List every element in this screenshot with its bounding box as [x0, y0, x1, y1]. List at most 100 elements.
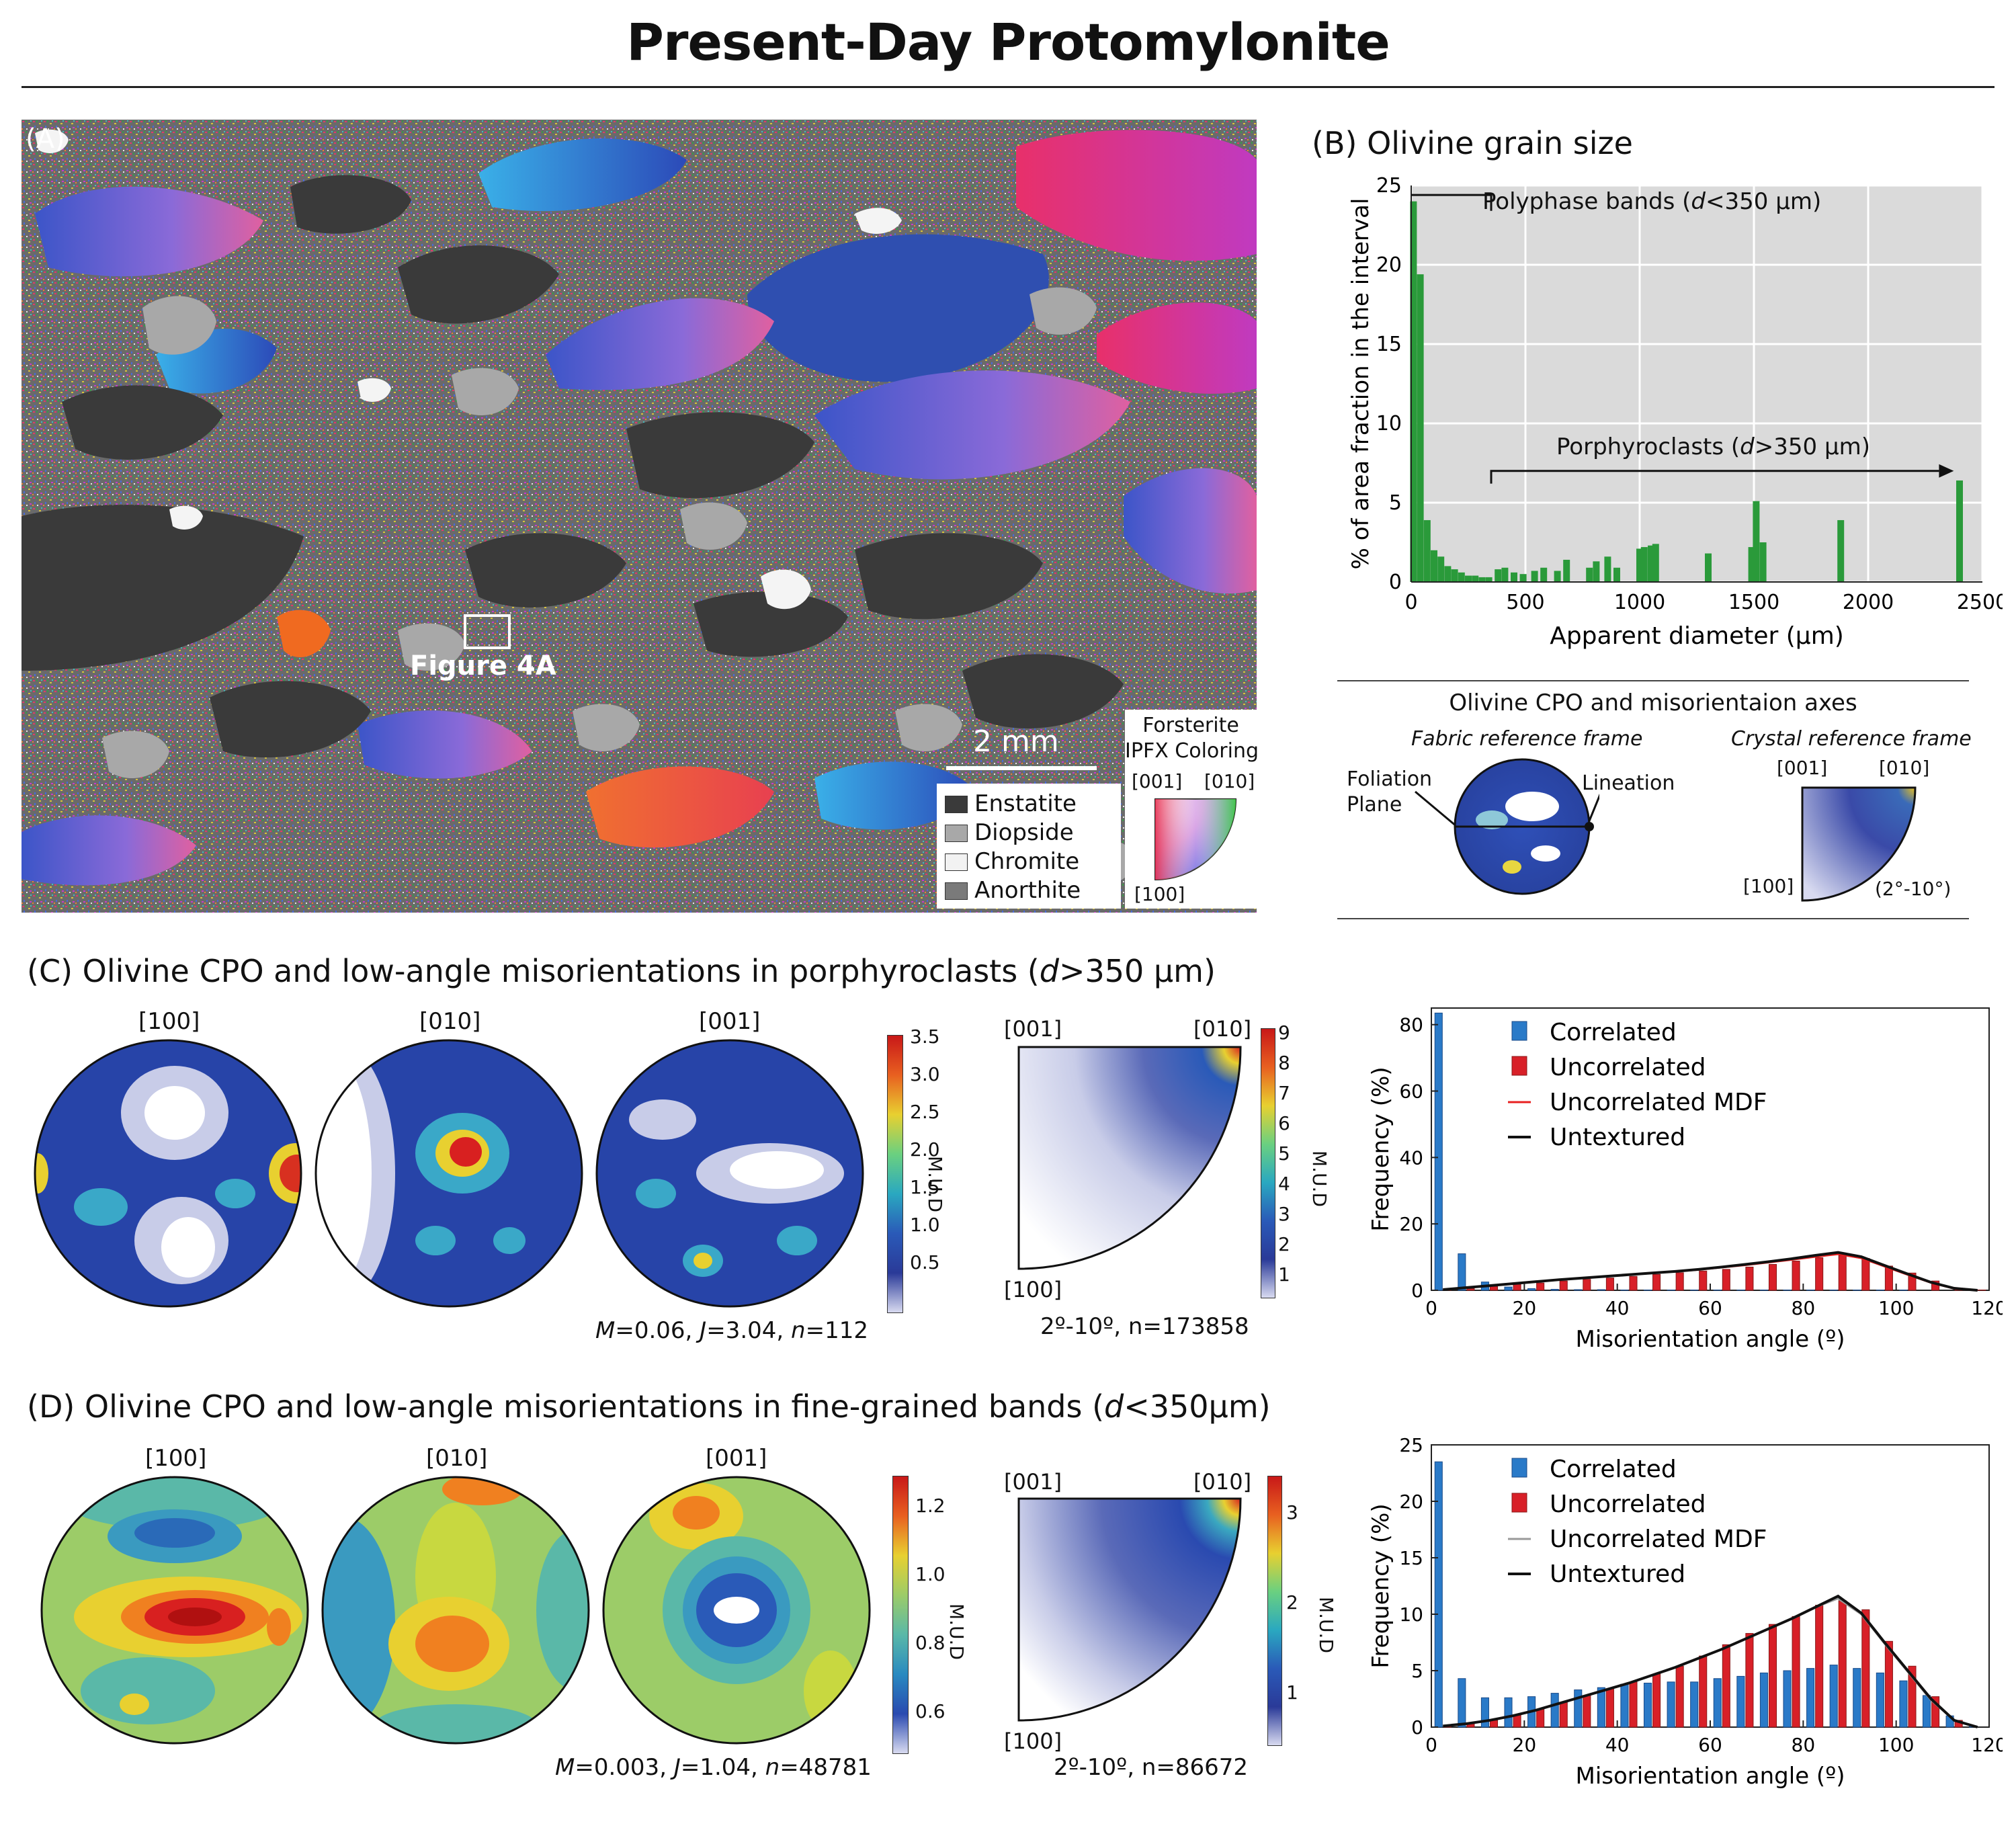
uncorrelated-bar [1675, 1272, 1684, 1291]
grain-size-bar [1554, 571, 1561, 582]
untextured-line [1443, 1594, 1978, 1728]
porphyroclast-bracket [1490, 470, 1939, 484]
grain-size-bar [1586, 567, 1593, 582]
y-tick-label: 0 [1411, 1280, 1423, 1302]
c-pole-figure-100 [34, 1039, 302, 1308]
grain-size-bar [1563, 559, 1570, 582]
y-tick-label: 15 [1399, 1547, 1423, 1569]
phase-swatch [945, 882, 968, 900]
correlated-bar [1783, 1670, 1792, 1728]
grain-size-bar [1837, 519, 1845, 582]
c-ipf-cbar-tick: 3 [1278, 1203, 1290, 1225]
uncorrelated-bar [1536, 1282, 1545, 1291]
porphyroclast-annotation: Porphyroclasts (d>350 µm) [1556, 433, 1870, 460]
x-tick-label: 2000 [1843, 591, 1894, 614]
grain-size-bar [1437, 556, 1445, 582]
d-ipf-label-001: [001] [1004, 1469, 1062, 1495]
grain-size-bar [1604, 556, 1611, 582]
y-axis-label: % of area fraction in the interval [1347, 198, 1374, 570]
uncorrelated-bar [1629, 1276, 1638, 1291]
figure-4a-box [464, 614, 511, 649]
x-tick-label: 1000 [1614, 591, 1665, 614]
phase-swatch [945, 853, 968, 871]
d-ipf-cbar-tick: 1 [1286, 1681, 1298, 1704]
uncorrelated-bar [1489, 1286, 1499, 1291]
c-ipf-cbar-tick: 4 [1278, 1173, 1290, 1195]
ipf-color-key: Forsterite IPFX Coloring [001] [010] [10… [1125, 710, 1259, 909]
grain-size-bar [1444, 566, 1452, 582]
correlated-bar [1806, 1668, 1815, 1728]
misorientation-chart-d: 0 20 40 60 80 100 120 0 5 10 15 20 25 Misorientation … [1368, 1435, 2003, 1790]
inset-rule-top [1337, 680, 1969, 681]
uncorrelated-bar [1699, 1655, 1708, 1728]
y-tick-label: 60 [1399, 1081, 1423, 1103]
correlated-bar [1713, 1678, 1722, 1728]
legend-label: Untextured [1550, 1124, 1685, 1151]
x-tick-label: 0 [1404, 591, 1417, 614]
x-tick-label: 20 [1513, 1297, 1537, 1319]
legend-swatch-uncorrelated [1511, 1056, 1527, 1076]
uncorrelated-bar [1559, 1702, 1568, 1728]
uncorrelated-bar [1652, 1273, 1661, 1291]
correlated-bar [1434, 1012, 1443, 1291]
plot-background [1411, 185, 1982, 582]
correlated-bar [1759, 1672, 1768, 1728]
d-ipf-label-010: [010] [1193, 1469, 1252, 1495]
y-tick-label: 10 [1399, 1603, 1423, 1626]
correlated-bar [1922, 1695, 1931, 1728]
uncorrelated-bar [1884, 1640, 1893, 1728]
y-tick-label: 40 [1399, 1146, 1423, 1169]
plot-frame [1431, 1444, 1990, 1728]
d-ipf-cbar-tick: 3 [1286, 1501, 1298, 1523]
d-pole-figure-010 [321, 1476, 590, 1745]
c-cbar-tick: 2.0 [910, 1138, 940, 1161]
y-tick-label: 10 [1376, 412, 1402, 435]
x-tick-label: 1500 [1728, 591, 1779, 614]
grain-size-bar [1417, 274, 1424, 582]
uncorrelated-bar [1861, 1258, 1870, 1291]
inset-crystal-010: [010] [1879, 757, 1930, 779]
uncorrelated-bar [1838, 1255, 1847, 1291]
c-ipf-label-010: [010] [1193, 1016, 1252, 1042]
y-tick-label: 20 [1399, 1491, 1423, 1513]
y-tick-label: 15 [1376, 333, 1402, 356]
d-ipf-cbar-tick: 2 [1286, 1591, 1298, 1614]
legend-label: Uncorrelated MDF [1550, 1526, 1767, 1553]
d-cbar-tick: 0.6 [915, 1700, 946, 1722]
c-cbar-tick: 1.5 [910, 1176, 940, 1198]
correlated-bar [1667, 1681, 1675, 1728]
uncorrelated-bar [1745, 1633, 1754, 1728]
c-ipf-label-001: [001] [1004, 1016, 1062, 1042]
uncorrelated-bar [1559, 1280, 1568, 1291]
ipf-key-title-2: IPFX Coloring [1125, 739, 1259, 763]
uncorrelated-bar [1513, 1284, 1521, 1291]
x-tick-label: 120 [1971, 1734, 2003, 1756]
polyphase-annotation: Polyphase bands (d<350 µm) [1482, 188, 1822, 215]
panel-a-label: (A) [26, 124, 65, 155]
uncorrelated-bar [1908, 1665, 1917, 1728]
phase-legend-item: Enstatite [945, 790, 1120, 817]
uncorrelated-bar [1815, 1257, 1824, 1291]
y-tick-label: 25 [1376, 174, 1402, 198]
d-pole-label-001: [001] [706, 1445, 767, 1472]
inset-title: Olivine CPO and misorientaion axes [1449, 690, 1857, 716]
y-axis-label: Frequency (%) [1368, 1067, 1394, 1231]
y-tick-label: 5 [1389, 491, 1402, 515]
c-cbar-tick: 1.0 [910, 1214, 940, 1236]
grain-size-bar [1648, 545, 1654, 582]
inset-rule-bottom [1337, 918, 1969, 919]
x-tick-label: 20 [1513, 1734, 1537, 1756]
uncorrelated-bar [1792, 1261, 1800, 1291]
phase-name: Anorthite [974, 877, 1081, 904]
phase-legend: Enstatite Diopside Chromite Anorthite [937, 784, 1121, 909]
foliation-label: Foliation [1347, 767, 1433, 791]
phase-swatch [945, 825, 968, 842]
grain-size-bar [1593, 561, 1600, 582]
d-cbar-tick: 0.8 [915, 1632, 946, 1654]
c-pole-label-100: [100] [138, 1008, 200, 1035]
legend-swatch-correlated [1511, 1021, 1527, 1041]
c-cbar-label: M.U.D [924, 1156, 946, 1213]
phase-name: Enstatite [974, 790, 1077, 817]
correlated-bar [1620, 1683, 1629, 1728]
c-ipf-cbar-tick: 2 [1278, 1233, 1290, 1255]
